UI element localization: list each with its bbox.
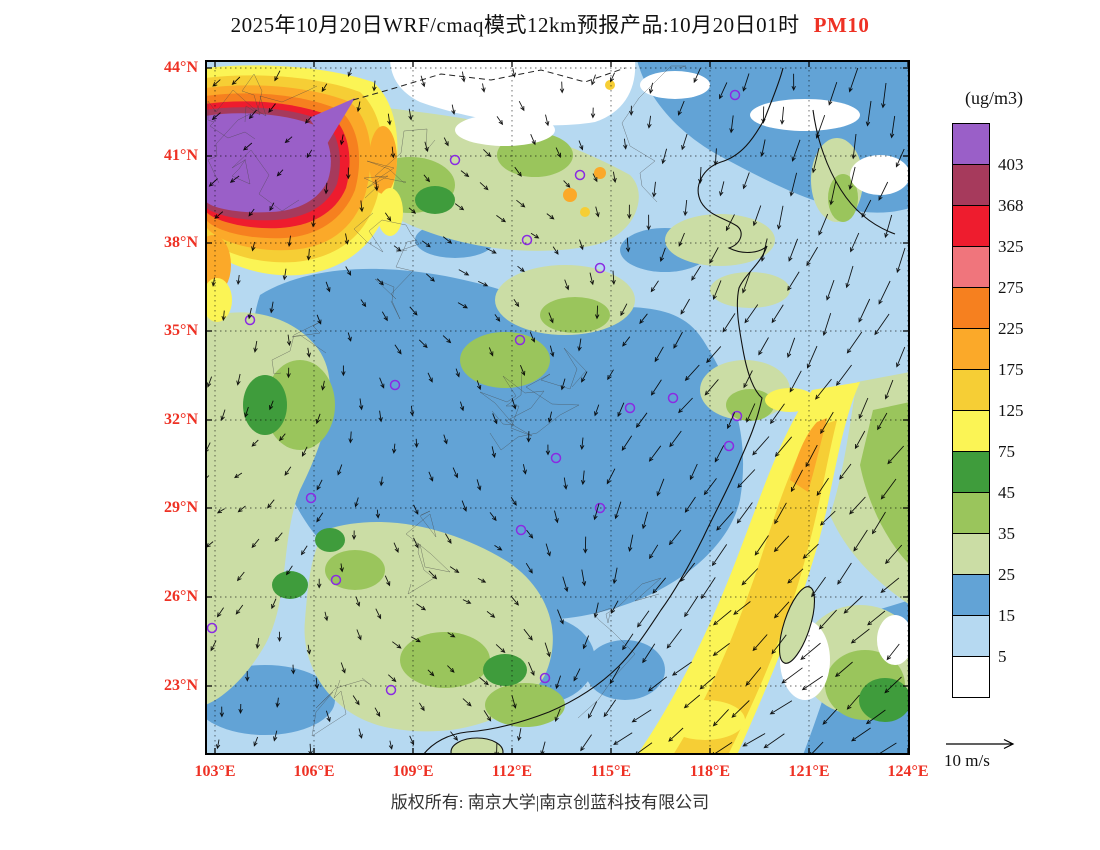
station-marker (389, 379, 401, 391)
station-marker (305, 492, 317, 504)
station-marker (449, 154, 461, 166)
lat-label: 26°N (164, 588, 198, 605)
legend-color-bar (952, 123, 990, 698)
map-area (195, 60, 920, 767)
legend-level-label: 325 (998, 237, 1024, 256)
station-marker (624, 402, 636, 414)
legend-level-label: 5 (998, 647, 1007, 666)
national-border-dashed (352, 67, 626, 101)
lat-label: 29°N (164, 499, 198, 516)
fill-hot-spots (563, 80, 615, 217)
fill-green-mid (265, 133, 910, 727)
legend-level-label: 15 (998, 606, 1015, 625)
station-marker (206, 622, 218, 634)
legend-swatch-4 (952, 246, 990, 288)
station-marker (731, 410, 743, 422)
legend-swatch-2 (952, 164, 990, 206)
lon-label: 121°E (788, 763, 830, 780)
legend-level-label: 403 (998, 155, 1024, 174)
wind-scale-arrow-icon (946, 738, 1015, 750)
legend-level-label: 75 (998, 442, 1015, 461)
legend-swatch-11 (952, 533, 990, 575)
legend-swatch-6 (952, 328, 990, 370)
map-frame-border (205, 60, 910, 755)
station-marker (550, 452, 562, 464)
legend-level-label: 225 (998, 319, 1024, 338)
fill-coastal-dust-band (637, 382, 860, 755)
station-marker (330, 574, 342, 586)
title-pollutant: PM10 (813, 13, 870, 37)
lat-label: 32°N (164, 411, 198, 428)
lat-label: 23°N (164, 677, 198, 694)
legend-swatch-14 (952, 656, 990, 698)
legend-level-label: 275 (998, 278, 1024, 297)
station-marker (723, 440, 735, 452)
station-marker (539, 672, 551, 684)
legend-units: (ug/m3) (965, 88, 1023, 108)
legend-swatch-13 (952, 615, 990, 657)
lat-label: 35°N (164, 322, 198, 339)
lon-label: 103°E (194, 763, 236, 780)
wind-vector-arrows (200, 67, 906, 757)
legend-level-label: 35 (998, 524, 1015, 543)
station-marker (729, 89, 741, 101)
station-markers (206, 89, 743, 696)
wind-reference-scale: 10 m/s (944, 736, 1054, 770)
legend-level-label: 125 (998, 401, 1024, 420)
legend-swatch-3 (952, 205, 990, 247)
legend-level-label: 25 (998, 565, 1015, 584)
lat-label: 44°N (164, 59, 198, 76)
legend-swatch-10 (952, 492, 990, 534)
legend-swatch-8 (952, 410, 990, 452)
legend-swatch-12 (952, 574, 990, 616)
lon-label: 124°E (887, 763, 929, 780)
lon-label: 106°E (293, 763, 335, 780)
legend-swatch-1 (952, 123, 990, 165)
lat-label: 41°N (164, 147, 198, 164)
station-marker (667, 392, 679, 404)
lon-label: 118°E (689, 763, 731, 780)
lat-label: 38°N (164, 234, 198, 251)
station-marker (514, 334, 526, 346)
legend-level-label: 175 (998, 360, 1024, 379)
station-marker (574, 169, 586, 181)
wind-scale-label: 10 m/s (944, 751, 990, 770)
station-marker (515, 524, 527, 536)
station-marker (521, 234, 533, 246)
legend-swatch-9 (952, 451, 990, 493)
axis-ticks (205, 60, 910, 755)
pm10-concentration-map (195, 60, 920, 767)
page-title: 2025年10月20日WRF/cmaq模式12km预报产品:10月20日01时 P… (0, 9, 1100, 39)
taiwan-island (778, 586, 816, 664)
lon-label: 112°E (491, 763, 533, 780)
legend-swatch-5 (952, 287, 990, 329)
legend-swatch-7 (952, 369, 990, 411)
station-marker (385, 684, 397, 696)
station-marker (594, 502, 606, 514)
copyright-text: 版权所有: 南京大学|南京创蓝科技有限公司 (390, 793, 710, 812)
lon-label: 109°E (392, 763, 434, 780)
fill-green-dark (243, 186, 911, 722)
title-main: 2025年10月20日WRF/cmaq模式12km预报产品:10月20日01时 (230, 13, 800, 37)
lon-label: 115°E (590, 763, 632, 780)
legend-level-label: 368 (998, 196, 1024, 215)
legend-level-label: 45 (998, 483, 1015, 502)
station-marker (594, 262, 606, 274)
